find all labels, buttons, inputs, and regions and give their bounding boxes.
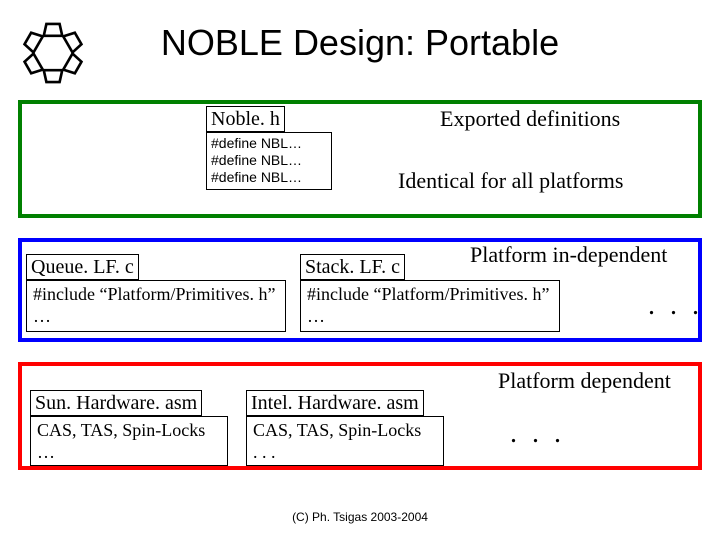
footer-copyright: (C) Ph. Tsigas 2003-2004	[0, 510, 720, 524]
text-platform-dependent: Platform dependent	[498, 368, 671, 394]
ellipsis-bot: . . .	[510, 420, 565, 448]
defines-box: #define NBL… #define NBL… #define NBL…	[206, 132, 332, 190]
file-label-noble-h: Noble. h	[206, 106, 285, 132]
slide: NOBLE Design: Portable Noble. h #define …	[0, 0, 720, 540]
file-label-sun-hardware-asm: Sun. Hardware. asm	[30, 390, 202, 416]
file-label-stack-lf-c: Stack. LF. c	[300, 254, 405, 280]
text-identical-all-platforms: Identical for all platforms	[398, 168, 623, 194]
ellipsis-mid: . . .	[648, 292, 703, 320]
body-stack-lf-c: #include “Platform/Primitives. h” …	[300, 280, 560, 332]
text-platform-independent: Platform in-dependent	[470, 242, 667, 268]
body-sun-hardware-asm: CAS, TAS, Spin-Locks …	[30, 416, 228, 466]
file-label-intel-hardware-asm: Intel. Hardware. asm	[246, 390, 424, 416]
page-title: NOBLE Design: Portable	[0, 22, 720, 64]
body-intel-hardware-asm: CAS, TAS, Spin-Locks . . .	[246, 416, 444, 466]
text-exported-definitions: Exported definitions	[440, 106, 620, 132]
file-label-queue-lf-c: Queue. LF. c	[26, 254, 139, 280]
body-queue-lf-c: #include “Platform/Primitives. h” …	[26, 280, 286, 332]
